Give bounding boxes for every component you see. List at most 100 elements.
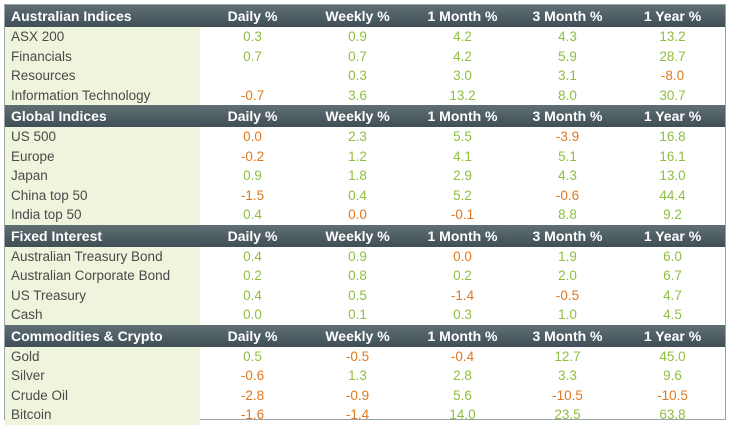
row-label: Japan	[5, 166, 200, 186]
value-cell: 9.2	[663, 207, 682, 223]
column-header: 1 Month %	[427, 327, 498, 344]
column-header: 1 Month %	[427, 8, 498, 24]
column-header: Weekly %	[325, 108, 390, 124]
row-label: Bitcoin	[5, 405, 200, 425]
section-global-indices: Global Indices Daily % Weekly % 1 Month % 3 …	[5, 105, 725, 225]
value-cell: -1.4	[450, 287, 475, 303]
table-row: Australian Treasury Bond 0.4 0.9 0.0 1.9 6.0	[5, 246, 725, 266]
column-header: Weekly %	[325, 8, 390, 24]
value-cell: 0.5	[243, 348, 262, 364]
value-cell: 0.0	[243, 129, 262, 145]
value-cell: 4.1	[453, 148, 472, 164]
value-cell: 0.0	[348, 207, 367, 223]
value-cell: 0.8	[348, 268, 367, 284]
column-header: 1 Year %	[643, 108, 702, 124]
section-fixed-interest: Fixed Interest Daily % Weekly % 1 Month % 3 …	[5, 224, 725, 325]
value-cell: -0.5	[345, 348, 370, 364]
value-cell: 2.0	[558, 268, 577, 284]
row-label: Resources	[5, 66, 200, 86]
value-cell: -0.7	[240, 87, 265, 103]
section-commodities-crypto: Commodities & Crypto Daily % Weekly % 1 Mon…	[5, 324, 725, 425]
table-row: Gold 0.5 -0.5 -0.4 12.7 45.0	[5, 346, 725, 366]
row-label: Cash	[5, 305, 200, 325]
value-cell: -0.6	[555, 187, 580, 203]
value-cell: 45.0	[659, 348, 686, 364]
value-cell: 3.6	[348, 87, 367, 103]
table-row: Silver -0.6 1.3 2.8 3.3 9.6	[5, 366, 725, 386]
column-header: 3 Month %	[532, 327, 603, 344]
value-cell: 2.9	[453, 168, 472, 184]
value-cell: 6.0	[663, 248, 682, 264]
value-cell: 4.2	[453, 48, 472, 64]
value-cell: 0.7	[348, 48, 367, 64]
value-cell: 5.2	[453, 187, 472, 203]
section-title: Global Indices	[11, 108, 107, 124]
value-cell: -0.4	[450, 348, 475, 364]
column-header: 1 Month %	[427, 227, 498, 244]
section-title: Commodities & Crypto	[11, 327, 163, 344]
value-cell: 3.3	[558, 368, 577, 384]
table-row: Information Technology -0.7 3.6 13.2 8.0 30.7	[5, 85, 725, 105]
table-row: India top 50 0.4 0.0 -0.1 8.8 9.2	[5, 205, 725, 225]
row-label: India top 50	[5, 205, 200, 225]
table-row: Bitcoin -1.6 -1.4 14.0 23.5 63.8	[5, 405, 725, 425]
column-header: Weekly %	[325, 327, 390, 344]
value-cell: -0.6	[240, 368, 265, 384]
value-cell: 0.4	[348, 187, 367, 203]
table-row: China top 50 -1.5 0.4 5.2 -0.6 44.4	[5, 185, 725, 205]
table-row: Resources 0.3 3.0 3.1 -8.0	[5, 66, 725, 86]
value-cell: 0.9	[243, 168, 262, 184]
row-label: Australian Treasury Bond	[5, 246, 200, 266]
table-row: Financials 0.7 0.7 4.2 5.9 28.7	[5, 46, 725, 66]
column-header: Weekly %	[325, 227, 390, 244]
row-label: ASX 200	[5, 27, 200, 47]
value-cell: 4.3	[558, 29, 577, 45]
value-cell: 0.0	[243, 307, 262, 323]
value-cell: 5.6	[453, 387, 472, 403]
value-cell: 28.7	[659, 48, 686, 64]
market-performance-table: Australian Indices Daily % Weekly % 1 Month…	[4, 4, 726, 425]
value-cell: 3.0	[453, 68, 472, 84]
value-cell: 16.1	[659, 148, 686, 164]
value-cell: 4.5	[663, 307, 682, 323]
value-cell: 23.5	[554, 407, 581, 423]
value-cell: 1.2	[348, 148, 367, 164]
table-row: Australian Corporate Bond 0.2 0.8 0.2 2.0 6.7	[5, 266, 725, 286]
value-cell: 1.3	[348, 368, 367, 384]
value-cell: -0.9	[345, 387, 370, 403]
value-cell: 4.7	[663, 287, 682, 303]
table-row: US Treasury 0.4 0.5 -1.4 -0.5 4.7	[5, 285, 725, 305]
column-header: Daily %	[227, 108, 278, 124]
value-cell: -0.1	[450, 207, 475, 223]
value-cell: 16.8	[659, 129, 686, 145]
column-header: 3 Month %	[532, 227, 603, 244]
column-header: 1 Year %	[643, 8, 702, 24]
section-header: Fixed Interest Daily % Weekly % 1 Month % 3 …	[5, 224, 725, 247]
section-header: Global Indices Daily % Weekly % 1 Month % 3 …	[5, 105, 725, 127]
value-cell: 0.2	[453, 268, 472, 284]
column-header: Daily %	[227, 8, 278, 24]
value-cell: 0.9	[348, 248, 367, 264]
section-australian-indices: Australian Indices Daily % Weekly % 1 Month…	[5, 5, 725, 105]
value-cell: -0.5	[555, 287, 580, 303]
column-header: 3 Month %	[532, 8, 603, 24]
value-cell: -1.4	[345, 407, 370, 423]
row-label: Financials	[5, 46, 200, 66]
value-cell: 14.0	[449, 407, 476, 423]
value-cell: 0.2	[243, 268, 262, 284]
value-cell: 3.1	[558, 68, 577, 84]
value-cell: 4.3	[558, 168, 577, 184]
table-row: Cash 0.0 0.1 0.3 1.0 4.5	[5, 305, 725, 325]
value-cell: 8.8	[558, 207, 577, 223]
table-row: Crude Oil -2.8 -0.9 5.6 -10.5 -10.5	[5, 385, 725, 405]
value-cell: 0.7	[243, 48, 262, 64]
table-row: US 500 0.0 2.3 5.5 -3.9 16.8	[5, 127, 725, 147]
row-label: Information Technology	[5, 85, 200, 105]
value-cell: 0.3	[348, 68, 367, 84]
value-cell: 30.7	[659, 87, 686, 103]
value-cell: 5.5	[453, 129, 472, 145]
column-header: 3 Month %	[532, 108, 603, 124]
value-cell: 13.2	[659, 29, 686, 45]
row-label: Gold	[5, 346, 200, 366]
table-row: Japan 0.9 1.8 2.9 4.3 13.0	[5, 166, 725, 186]
